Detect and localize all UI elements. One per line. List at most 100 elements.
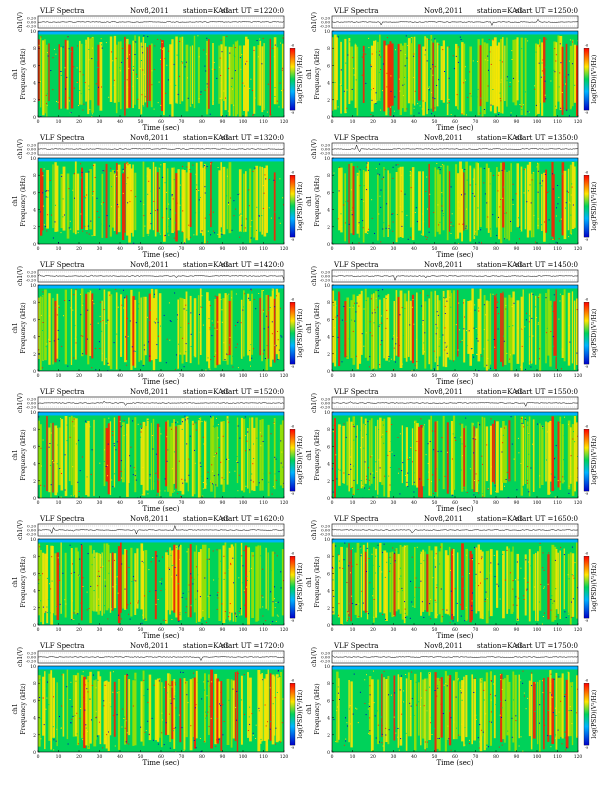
spectrogram-speck [537, 322, 539, 324]
spectrogram-column [126, 423, 129, 497]
spectrogram-speck [510, 416, 512, 418]
spectrogram-speck [479, 741, 481, 743]
spectrogram-speck [475, 183, 477, 185]
spectrogram-speck [211, 681, 213, 683]
spectrogram-speck [234, 70, 236, 72]
spectrogram-column [559, 550, 561, 619]
spectrogram-speck [550, 683, 552, 685]
y-tick-label: 6 [327, 571, 330, 577]
spectrogram-speck [223, 578, 225, 580]
spectrogram-speck [461, 112, 463, 113]
spectrogram-speck [528, 434, 530, 436]
spectrogram-speck [447, 602, 448, 604]
spectrogram-speck [543, 574, 545, 576]
spectrogram-speck [192, 423, 194, 425]
spectrogram-speck [478, 310, 480, 312]
spectrogram-speck [107, 362, 109, 364]
spectrogram-speck [364, 703, 366, 704]
spectrogram-column [230, 679, 233, 748]
spectrogram-speck [177, 367, 179, 369]
spectrogram-speck [432, 64, 434, 66]
x-tick-label: 70 [473, 373, 479, 379]
spectrogram-speck [125, 336, 127, 338]
spectrogram-speck [190, 219, 192, 220]
spectrogram-speck [366, 189, 368, 191]
spectrogram-speck [261, 38, 263, 40]
spectrogram-column [563, 170, 567, 240]
spectrogram-column [399, 43, 402, 115]
spectrogram-speck [480, 113, 482, 115]
panel-start-time: start UT =1250:0 [516, 7, 578, 15]
spectrogram-speck [217, 321, 219, 323]
spectrogram-speck [378, 459, 380, 461]
spectrogram-speck [108, 417, 110, 419]
spectrogram-speck [178, 620, 180, 622]
spectrogram-speck [244, 591, 246, 593]
spectrogram-column [379, 417, 382, 483]
spectrogram-column [532, 681, 536, 739]
spectrogram-speck [568, 60, 570, 62]
spectrogram-speck [91, 429, 93, 431]
spectrogram-speck [372, 595, 374, 597]
spectrogram-speck [138, 308, 139, 310]
spectrogram-speck [180, 671, 181, 673]
spectrogram-speck [186, 606, 188, 608]
spectrogram-column [467, 301, 471, 354]
x-tick-label: 60 [452, 627, 458, 633]
spectrogram-speck [110, 751, 112, 752]
spectrogram-column [338, 291, 341, 367]
spectrogram-speck [277, 339, 279, 341]
spectrogram-speck [202, 482, 204, 483]
spectrogram-speck [461, 339, 463, 341]
spectrogram-column [514, 674, 517, 752]
spectrogram-column [253, 169, 255, 238]
spectrogram-speck [411, 601, 413, 603]
y-tick-label: 10 [324, 537, 330, 543]
spectrogram-speck [511, 736, 513, 738]
spectrogram-column [549, 421, 552, 482]
spectrogram-speck [231, 229, 233, 231]
spectrogram-speck [73, 87, 75, 89]
spectrogram-speck [68, 100, 70, 102]
spectrogram-speck [39, 81, 41, 82]
spectrogram-speck [60, 232, 62, 234]
spectrogram-speck [91, 719, 92, 721]
spectrogram-column [407, 672, 410, 737]
spectrogram-speck [481, 614, 483, 616]
spectrogram-speck [159, 490, 161, 492]
spectrogram-speck [455, 696, 457, 698]
spectrogram-speck [114, 307, 116, 309]
spectrogram-speck [138, 745, 139, 747]
spectrogram-speck [487, 85, 489, 87]
x-tick-label: 40 [117, 627, 123, 633]
spectrogram-speck [388, 228, 390, 229]
spectrogram-speck [190, 605, 192, 607]
spectrogram-speck [228, 436, 230, 438]
spectrogram-column [103, 681, 107, 745]
spectrogram-speck [340, 213, 342, 215]
spectrogram-column [528, 416, 531, 497]
spectrogram-speck [333, 710, 335, 712]
spectrogram-speck [241, 54, 243, 56]
spectrogram-speck [450, 549, 452, 551]
spectrogram-speck [49, 223, 51, 225]
spectrogram-column [130, 168, 133, 233]
spectrogram-speck [149, 309, 151, 311]
spectrogram-column [124, 298, 127, 363]
spectrogram-speck [547, 709, 549, 711]
spectrogram-speck [79, 90, 81, 91]
spectrogram-speck [560, 700, 562, 702]
spectrogram-speck [569, 202, 571, 204]
spectrogram-speck [403, 690, 405, 692]
spectrogram-speck [512, 325, 514, 327]
spectrogram-speck [207, 471, 209, 473]
spectrogram-speck [477, 737, 479, 739]
spectrogram-speck [253, 348, 254, 350]
waveform-trace [37, 274, 285, 281]
spectrogram-speck [72, 421, 74, 423]
spectrogram-column [132, 164, 134, 237]
spectrogram-column [204, 163, 206, 244]
spectrogram-column [128, 417, 130, 483]
spectrogram-column [405, 301, 408, 362]
spectrogram-speck [279, 178, 281, 180]
